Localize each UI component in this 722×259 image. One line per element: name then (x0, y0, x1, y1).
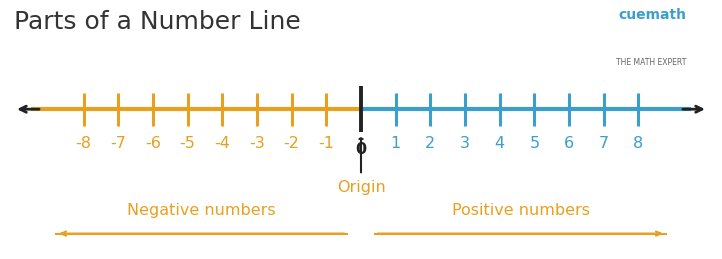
Text: 1: 1 (391, 136, 401, 151)
Text: -2: -2 (284, 136, 300, 151)
Text: Parts of a Number Line: Parts of a Number Line (14, 10, 301, 34)
Text: -3: -3 (249, 136, 265, 151)
Text: 0: 0 (355, 142, 367, 157)
Text: -4: -4 (214, 136, 230, 151)
Text: Origin: Origin (336, 180, 386, 195)
Text: -8: -8 (76, 136, 92, 151)
Text: THE MATH EXPERT: THE MATH EXPERT (616, 59, 687, 67)
Text: 8: 8 (633, 136, 643, 151)
Text: -7: -7 (110, 136, 126, 151)
Text: 6: 6 (564, 136, 574, 151)
Text: cuemath: cuemath (619, 8, 687, 22)
Text: -5: -5 (180, 136, 196, 151)
Text: 3: 3 (460, 136, 470, 151)
Text: Positive numbers: Positive numbers (451, 203, 590, 218)
Text: 4: 4 (495, 136, 505, 151)
Text: 2: 2 (425, 136, 435, 151)
Text: 7: 7 (599, 136, 609, 151)
Text: -6: -6 (145, 136, 161, 151)
Text: Negative numbers: Negative numbers (127, 203, 276, 218)
Text: -1: -1 (318, 136, 334, 151)
Text: 5: 5 (529, 136, 539, 151)
